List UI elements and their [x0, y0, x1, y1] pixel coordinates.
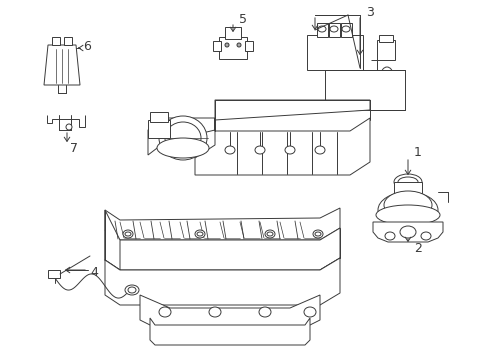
Ellipse shape	[164, 122, 201, 154]
Polygon shape	[105, 258, 339, 305]
Bar	[219, 37, 246, 59]
Ellipse shape	[159, 116, 206, 160]
Bar	[148, 120, 170, 138]
Ellipse shape	[314, 146, 325, 154]
Ellipse shape	[312, 230, 323, 238]
Ellipse shape	[123, 230, 133, 238]
Ellipse shape	[383, 71, 389, 79]
Text: 7: 7	[70, 141, 78, 154]
Ellipse shape	[383, 191, 431, 219]
Text: 2: 2	[413, 242, 421, 255]
Ellipse shape	[163, 140, 203, 156]
Ellipse shape	[317, 26, 325, 32]
Polygon shape	[150, 318, 309, 345]
Ellipse shape	[380, 67, 392, 83]
Polygon shape	[47, 115, 85, 127]
Bar	[150, 112, 168, 122]
Ellipse shape	[375, 205, 439, 225]
Text: 5: 5	[239, 13, 246, 26]
Ellipse shape	[159, 307, 171, 317]
Ellipse shape	[128, 287, 136, 293]
Ellipse shape	[377, 192, 437, 228]
Ellipse shape	[259, 307, 270, 317]
Polygon shape	[140, 295, 319, 335]
Bar	[224, 27, 241, 39]
Bar	[378, 35, 392, 42]
Bar	[52, 37, 60, 45]
Polygon shape	[105, 210, 120, 270]
Bar	[306, 35, 362, 70]
Polygon shape	[370, 60, 392, 87]
Bar	[376, 40, 394, 60]
Polygon shape	[372, 222, 442, 242]
Bar	[244, 41, 252, 51]
Ellipse shape	[208, 307, 221, 317]
Text: 4: 4	[90, 266, 98, 279]
Ellipse shape	[314, 232, 320, 236]
Ellipse shape	[341, 26, 349, 32]
Ellipse shape	[266, 232, 272, 236]
Ellipse shape	[125, 285, 139, 295]
Ellipse shape	[224, 43, 228, 47]
Bar	[213, 41, 221, 51]
Text: 6: 6	[83, 40, 91, 53]
Ellipse shape	[264, 230, 274, 238]
Ellipse shape	[399, 226, 415, 238]
Ellipse shape	[397, 177, 417, 187]
Polygon shape	[105, 208, 339, 240]
Text: 1: 1	[413, 145, 421, 158]
Bar	[316, 23, 327, 37]
Ellipse shape	[125, 232, 131, 236]
Polygon shape	[148, 118, 215, 155]
Bar	[64, 37, 72, 45]
Ellipse shape	[393, 174, 421, 190]
Polygon shape	[195, 118, 369, 175]
Ellipse shape	[329, 26, 337, 32]
Bar	[325, 70, 404, 110]
Text: 3: 3	[365, 5, 373, 18]
Ellipse shape	[237, 43, 241, 47]
Bar	[328, 23, 339, 37]
Bar	[393, 182, 421, 204]
Polygon shape	[105, 228, 339, 270]
Polygon shape	[44, 45, 80, 85]
Ellipse shape	[157, 138, 208, 158]
Ellipse shape	[285, 146, 294, 154]
Ellipse shape	[224, 146, 235, 154]
Ellipse shape	[384, 232, 394, 240]
Ellipse shape	[197, 232, 203, 236]
Ellipse shape	[420, 232, 430, 240]
Polygon shape	[48, 270, 60, 278]
Polygon shape	[215, 100, 369, 120]
Ellipse shape	[195, 230, 204, 238]
Ellipse shape	[254, 146, 264, 154]
Bar	[340, 23, 351, 37]
Ellipse shape	[304, 307, 315, 317]
Ellipse shape	[66, 124, 72, 130]
